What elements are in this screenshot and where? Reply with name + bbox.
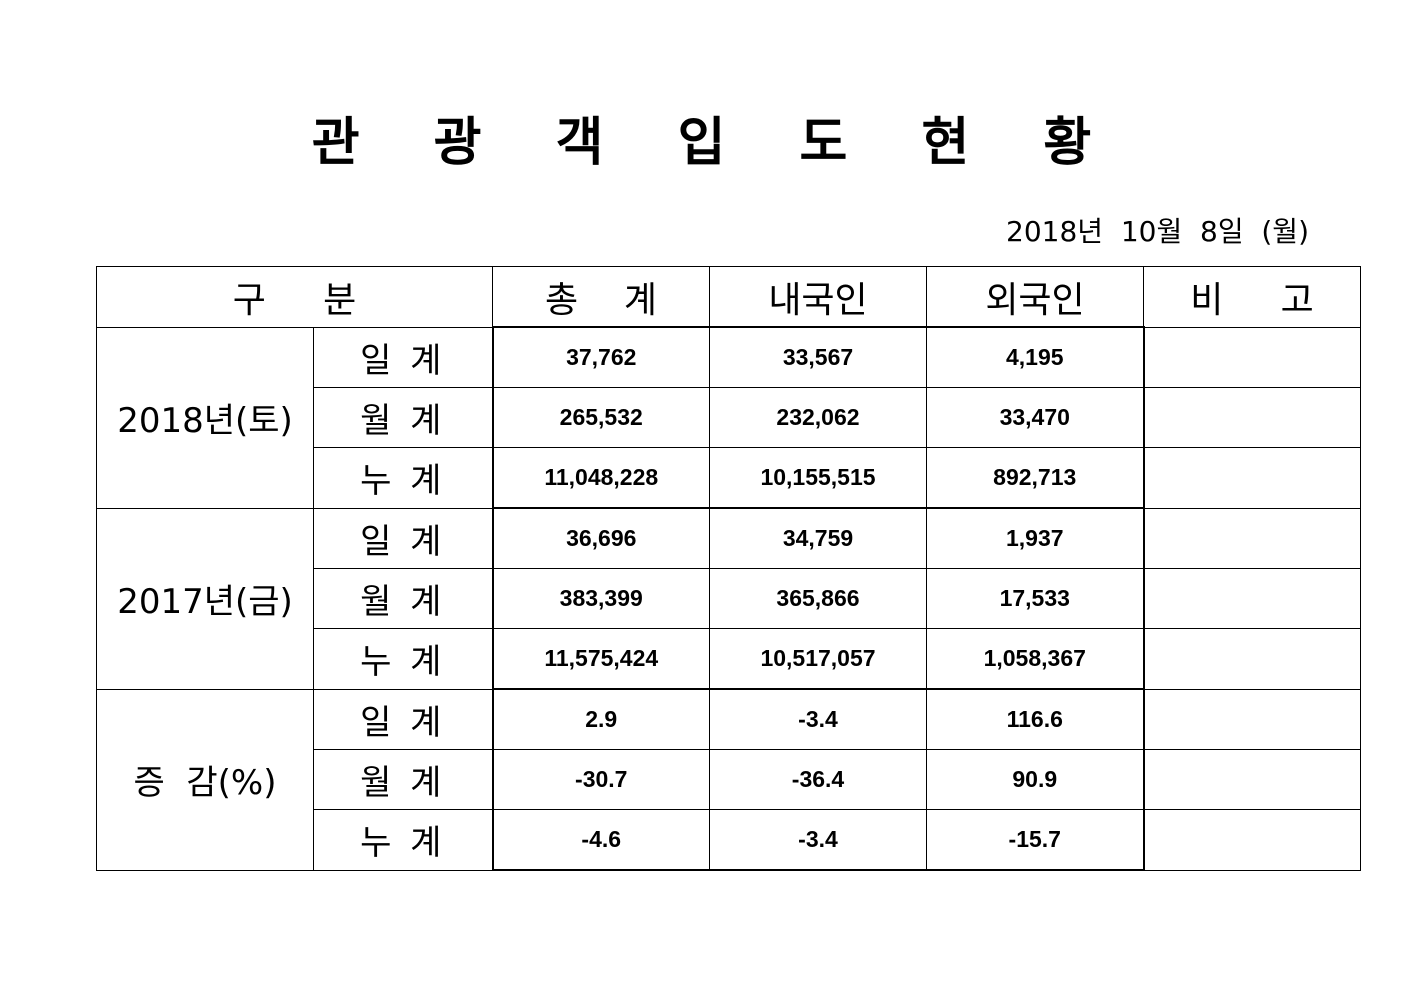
table-row: 증 감(%) 일 계 2.9 -3.4 116.6 (96, 688, 1361, 871)
cell-total: 383,399 (491, 568, 710, 629)
table-row: 누 계 -4.6 -3.4 -15.7 (97, 809, 1361, 871)
header-remarks: 비 고 (1143, 266, 1361, 328)
tourist-arrivals-table: 구 분 총 계 내국인 외국인 비 고 2018년(토) 일 계 37,762 … (96, 266, 1361, 871)
cell-remarks (1143, 326, 1361, 388)
cell-remarks (1143, 628, 1361, 690)
row-label: 누 계 (313, 447, 493, 509)
cell-foreign: -15.7 (926, 809, 1145, 871)
cell-total: 11,575,424 (491, 628, 710, 690)
cell-domestic: 33,567 (709, 326, 927, 388)
cell-domestic: -36.4 (709, 749, 927, 810)
cell-domestic: 34,759 (709, 507, 927, 569)
group-label-2018: 2018년(토) (96, 326, 314, 509)
cell-total: -30.7 (491, 749, 710, 810)
cell-remarks (1143, 809, 1361, 871)
cell-remarks (1143, 688, 1361, 750)
header-row: 구 분 총 계 내국인 외국인 비 고 (96, 266, 1361, 328)
header-total: 총 계 (492, 266, 710, 328)
cell-remarks (1143, 749, 1361, 810)
row-label: 월 계 (313, 387, 493, 448)
cell-total: 2.9 (491, 688, 710, 750)
cell-foreign: 17,533 (926, 568, 1145, 629)
cell-domestic: 365,866 (709, 568, 927, 629)
cell-foreign: 116.6 (926, 688, 1145, 750)
table-row: 2017년(금) 일 계 36,696 34,759 1,937 (96, 507, 1361, 690)
group-label-2017: 2017년(금) (96, 507, 314, 690)
table-row: 누 계 11,575,424 10,517,057 1,058,367 (97, 628, 1361, 690)
document-title: 관 광 객 입 도 현 황 (311, 113, 1120, 173)
cell-domestic: -3.4 (709, 688, 927, 750)
cell-remarks (1143, 568, 1361, 629)
cell-domestic: -3.4 (709, 809, 927, 871)
cell-foreign: 892,713 (926, 447, 1145, 509)
cell-total: 265,532 (491, 387, 710, 448)
table-row: 누 계 11,048,228 10,155,515 892,713 (97, 447, 1361, 509)
header-foreign: 외국인 (926, 266, 1144, 328)
cell-foreign: 1,058,367 (926, 628, 1145, 690)
report-date: 2018년 10월 8일 (월) (1006, 215, 1309, 248)
table-row: 2018년(토) 일 계 37,762 33,567 4,195 (96, 326, 1361, 509)
row-label: 일 계 (313, 326, 493, 388)
cell-foreign: 90.9 (926, 749, 1145, 810)
table-row: 월 계 265,532 232,062 33,470 (97, 387, 1361, 448)
cell-total: -4.6 (491, 809, 710, 871)
row-label: 월 계 (313, 568, 493, 629)
cell-remarks (1143, 447, 1361, 509)
group-label-change-percent: 증 감(%) (96, 688, 314, 871)
table-row: 월 계 -30.7 -36.4 90.9 (97, 749, 1361, 810)
cell-total: 36,696 (491, 507, 710, 569)
header-category: 구 분 (96, 266, 493, 328)
cell-domestic: 232,062 (709, 387, 927, 448)
row-label: 누 계 (313, 628, 493, 690)
cell-domestic: 10,517,057 (709, 628, 927, 690)
table-row: 월 계 383,399 365,866 17,533 (97, 568, 1361, 629)
row-label: 일 계 (313, 507, 493, 569)
cell-foreign: 33,470 (926, 387, 1145, 448)
cell-remarks (1143, 387, 1361, 448)
cell-total: 37,762 (491, 326, 710, 388)
row-label: 누 계 (313, 809, 493, 871)
cell-foreign: 1,937 (926, 507, 1145, 569)
row-label: 월 계 (313, 749, 493, 810)
cell-remarks (1143, 507, 1361, 569)
cell-foreign: 4,195 (926, 326, 1145, 388)
cell-total: 11,048,228 (491, 447, 710, 509)
cell-domestic: 10,155,515 (709, 447, 927, 509)
row-label: 일 계 (313, 688, 493, 750)
header-domestic: 내국인 (709, 266, 927, 328)
